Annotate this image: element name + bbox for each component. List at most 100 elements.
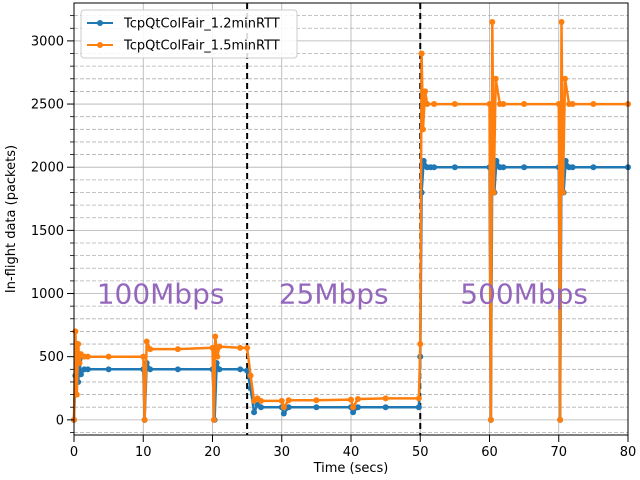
series-point <box>424 101 431 108</box>
series-point <box>313 397 320 404</box>
y-tick-label: 0 <box>56 413 64 428</box>
series-point <box>244 344 251 351</box>
series-point <box>557 416 564 423</box>
series-point <box>76 360 83 366</box>
series-point <box>569 101 576 108</box>
y-tick-label: 2500 <box>31 98 64 113</box>
series-point <box>382 395 389 402</box>
x-tick-label: 70 <box>550 445 567 460</box>
x-tick-label: 50 <box>412 445 429 460</box>
series-point <box>280 410 287 417</box>
legend-swatch-marker <box>97 42 103 48</box>
series-point <box>558 18 565 25</box>
x-axis-title: Time (secs) <box>313 461 389 476</box>
series-point <box>257 404 264 411</box>
series-point <box>490 189 497 196</box>
series-layer <box>71 18 631 423</box>
series-point <box>590 164 597 171</box>
series-point <box>521 164 528 171</box>
phase-labels: 100Mbps 25Mbps 500Mbps <box>97 278 588 311</box>
series-point <box>354 404 361 411</box>
series-point <box>500 101 507 108</box>
series-point <box>174 346 181 353</box>
series-point <box>486 101 493 108</box>
series-point <box>280 404 287 411</box>
series-point <box>237 366 244 373</box>
series-point <box>105 353 112 360</box>
series-point <box>492 75 499 82</box>
y-tick-label: 500 <box>39 350 64 365</box>
series-point <box>415 395 422 402</box>
series-point <box>247 372 254 379</box>
legend-box <box>80 9 298 59</box>
series-point <box>77 371 84 378</box>
series-2 <box>71 18 631 423</box>
series-point <box>216 343 223 350</box>
series-line <box>72 20 628 422</box>
series-point <box>350 404 357 411</box>
series-point <box>431 164 438 171</box>
series-point <box>214 353 221 360</box>
series-point <box>209 344 216 351</box>
series-point <box>141 416 148 423</box>
series-point <box>174 366 181 373</box>
series-point <box>590 101 597 108</box>
y-tick-label: 2000 <box>31 161 64 176</box>
series-point <box>285 404 292 411</box>
x-tick-label: 10 <box>135 445 152 460</box>
series-point <box>212 333 219 340</box>
series-point <box>555 101 562 108</box>
series-point <box>487 416 494 423</box>
series-point <box>418 50 425 57</box>
y-tick-label: 3000 <box>31 34 64 49</box>
series-point <box>521 101 528 108</box>
series-point <box>237 344 244 351</box>
series-point <box>147 366 154 373</box>
x-tick-label: 80 <box>620 445 637 460</box>
series-point <box>210 416 217 423</box>
series-point <box>140 353 147 360</box>
phase-label: 500Mbps <box>460 278 588 311</box>
series-point <box>143 338 150 345</box>
x-tick-label: 30 <box>273 445 290 460</box>
series-point <box>417 341 424 348</box>
phase-label: 100Mbps <box>97 278 225 311</box>
series-point <box>422 88 429 95</box>
series-point <box>147 346 154 353</box>
series-point <box>84 366 91 373</box>
series-point <box>500 164 507 171</box>
x-tick-label: 60 <box>481 445 498 460</box>
series-point <box>382 404 389 411</box>
series-point <box>561 75 568 82</box>
grid-layer <box>73 3 629 435</box>
series-point <box>350 409 357 416</box>
y-tick-label: 1500 <box>31 224 64 239</box>
tick-layer: 0 500 1000 1500 2000 2500 3000 0 10 20 30 40 50 60 70 8… <box>31 15 637 460</box>
phase-label: 25Mbps <box>279 278 389 311</box>
y-axis-title: In-flight data (packets) <box>4 145 19 293</box>
legend-swatch-marker <box>97 20 103 26</box>
series-point <box>73 391 80 398</box>
series-point <box>431 101 438 108</box>
series-point <box>348 396 354 403</box>
x-tick-label: 0 <box>70 445 78 460</box>
legend-label: TcpQtColFair_1.5minRTT <box>123 39 280 54</box>
series-point <box>489 18 496 25</box>
series-point <box>105 366 112 373</box>
series-point <box>251 409 258 416</box>
series-point <box>354 396 361 402</box>
series-point <box>75 341 82 348</box>
series-point <box>285 397 292 404</box>
series-point <box>216 366 223 373</box>
legend-label: TcpQtColFair_1.2minRTT <box>123 17 280 32</box>
y-tick-label: 1000 <box>31 287 64 302</box>
x-tick-label: 40 <box>343 445 360 460</box>
x-tick-label: 20 <box>204 445 221 460</box>
series-point <box>313 404 320 411</box>
series-point <box>415 404 422 411</box>
series-point <box>278 397 285 404</box>
series-point <box>559 189 566 196</box>
series-point <box>451 101 458 108</box>
series-point <box>257 397 264 404</box>
